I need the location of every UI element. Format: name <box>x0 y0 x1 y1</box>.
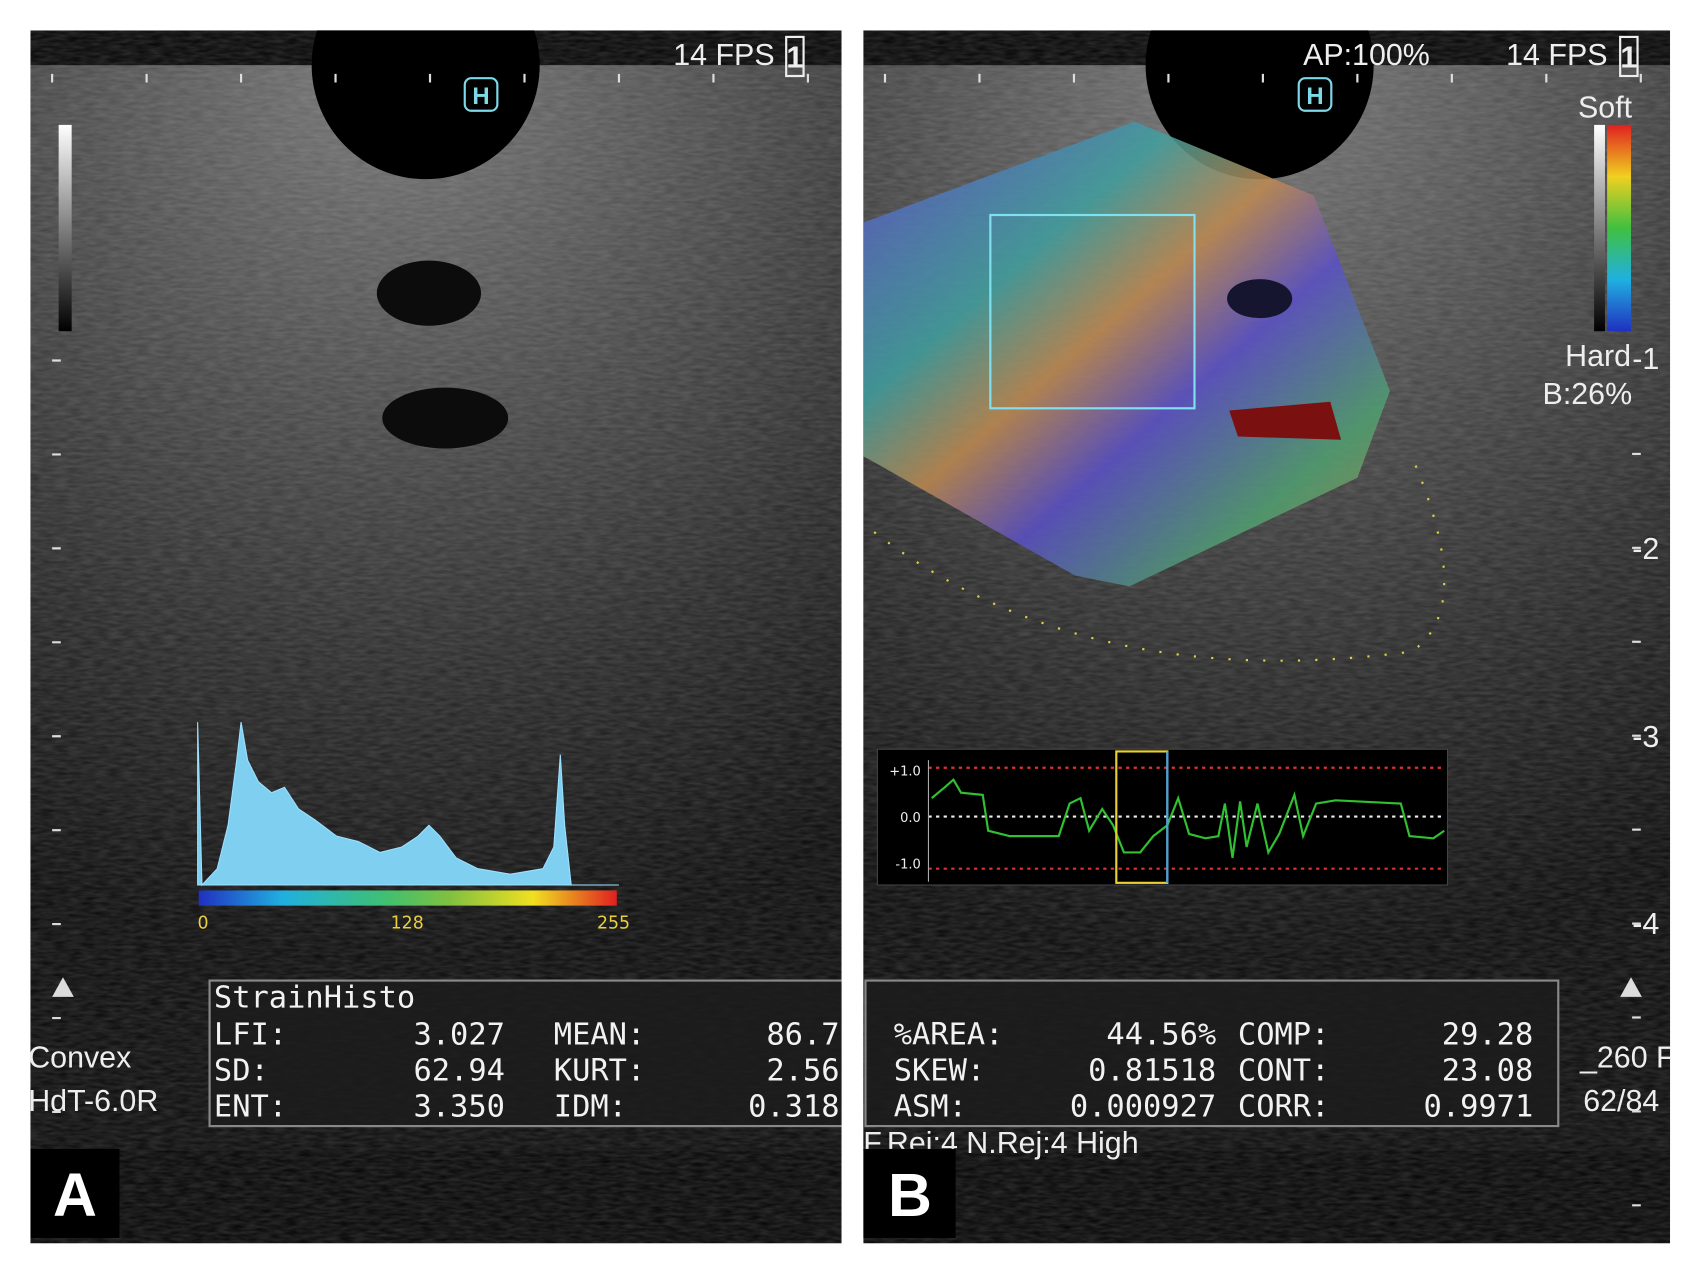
gray-bar <box>58 124 72 332</box>
probe-shadow <box>311 30 540 180</box>
label-box <box>30 1148 120 1238</box>
panel-b: Soft Hard B:26% -1 -2 -3 -4 AP:100% 14 F… <box>863 30 1671 1244</box>
depth-label: -3 <box>1632 720 1659 754</box>
stat-label: MEAN: <box>554 1018 645 1053</box>
hist-label: 0 <box>198 913 209 933</box>
hist-label: 255 <box>597 913 630 933</box>
stat-value: 3.027 <box>413 1018 504 1053</box>
marker: H <box>1306 83 1323 110</box>
stat-label: SD: <box>214 1053 269 1088</box>
triangle <box>52 977 74 997</box>
panel-label: A <box>53 1161 97 1229</box>
stat-label: CORR: <box>1238 1089 1329 1124</box>
depth-label: -2 <box>1632 532 1659 566</box>
stats-box <box>208 979 842 1128</box>
stat-value: 23.08 <box>1442 1053 1533 1088</box>
stat-label: COMP: <box>1238 1018 1329 1053</box>
probe-model: HdT-6.0R <box>30 1084 158 1118</box>
probe-type: Convex <box>30 1040 131 1074</box>
stat-label: CONT: <box>1238 1053 1329 1088</box>
stat-value: 62.94 <box>413 1053 504 1088</box>
cyst <box>382 387 509 449</box>
stat-label: ENT: <box>214 1089 287 1124</box>
strain-scale <box>1607 124 1632 332</box>
frame: 1 <box>1620 40 1637 74</box>
stat-value: 0.000927 <box>1070 1089 1216 1124</box>
ap: AP:100% <box>1303 38 1430 72</box>
frame: 1 <box>786 40 803 74</box>
stiff-region <box>1229 401 1342 440</box>
marker: H <box>472 83 489 110</box>
frame-box <box>1619 35 1639 78</box>
cyst <box>376 260 482 326</box>
strain-curve <box>931 777 1445 859</box>
color-bar <box>198 890 617 906</box>
graph-tick: 0.0 <box>900 811 921 826</box>
graph-tick: +1.0 <box>889 764 921 779</box>
hist-label: 128 <box>391 913 424 933</box>
strain-graph <box>876 748 1449 886</box>
stat-label: LFI: <box>214 1018 287 1053</box>
stat-value: 0.81518 <box>1088 1053 1216 1088</box>
cyst <box>1227 279 1293 319</box>
frame-box <box>785 35 805 78</box>
right-info: 62/84 <box>1583 1084 1659 1118</box>
marker-box <box>1297 77 1333 112</box>
stat-value: 86.75 <box>766 1018 841 1053</box>
marker-box <box>463 77 499 112</box>
elastogram <box>863 121 1390 587</box>
histogram <box>197 722 572 887</box>
fps: 14 FPS <box>1506 38 1607 72</box>
stat-value: 0.3188 <box>748 1089 841 1124</box>
stat-label: KURT: <box>554 1053 645 1088</box>
stats-box <box>864 979 1560 1128</box>
panel-label: B <box>888 1161 932 1229</box>
scale-bottom: Hard <box>1565 339 1631 373</box>
stat-value: 29.28 <box>1442 1018 1533 1053</box>
panel-a: 0 128 255 14 FPS 1 H Convex HdT-6.0R Str… <box>30 30 842 1244</box>
stat-label: IDM: <box>554 1089 627 1124</box>
b-value: B:26% <box>1543 377 1633 411</box>
graph-tick: -1.0 <box>895 858 920 873</box>
roi-box <box>989 213 1196 410</box>
gray-bar <box>1594 124 1605 332</box>
label-box <box>863 1148 956 1238</box>
triangle <box>1620 977 1642 997</box>
right-info: _260 F <box>1579 1040 1670 1074</box>
speckle <box>30 65 842 1152</box>
stat-value: 44.56% <box>1106 1018 1216 1053</box>
stat-value: 3.350 <box>413 1089 504 1124</box>
stats-title: StrainHisto <box>214 981 415 1016</box>
stat-label: ASM: <box>894 1089 967 1124</box>
depth-label: -1 <box>1632 342 1659 376</box>
probe-shadow <box>1145 30 1374 180</box>
stat-value: 2.563 <box>766 1053 841 1088</box>
stat-value: 0.9971 <box>1424 1089 1534 1124</box>
fps: 14 FPS <box>673 38 774 72</box>
stat-label: SKEW: <box>894 1053 985 1088</box>
scale-top: Soft <box>1578 90 1633 124</box>
stat-label: %AREA: <box>894 1018 1004 1053</box>
